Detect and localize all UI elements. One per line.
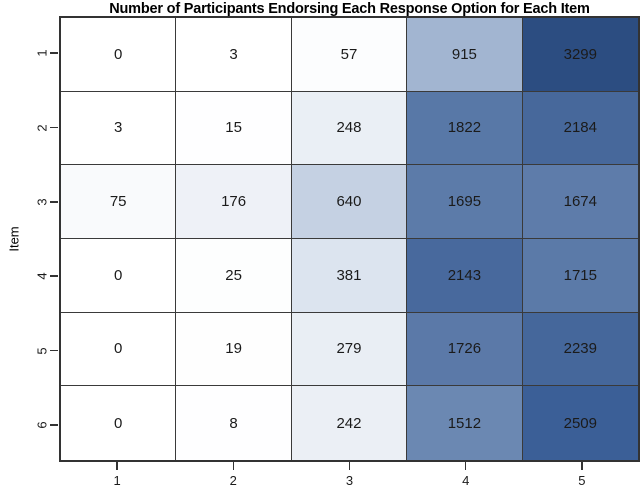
y-tick-label: 3 [34, 198, 50, 206]
x-tick-mark [232, 462, 235, 470]
heatmap-grid: 0 3 57 915 3299 3 15 248 1822 2184 75 176 640 1695 167… [59, 16, 640, 462]
heatmap-cell: 0 [61, 386, 177, 460]
heatmap-cell: 242 [291, 386, 408, 460]
x-tick-mark [348, 462, 351, 470]
heatmap-cell: 19 [176, 312, 292, 387]
x-tick-label: 3 [345, 473, 354, 488]
y-tick-label: 4 [34, 272, 50, 280]
heatmap-cell: 25 [176, 238, 292, 313]
heatmap-cell: 57 [291, 18, 408, 92]
x-tick-label: 1 [113, 473, 121, 488]
heatmap-cell: 2239 [522, 312, 638, 387]
heatmap-cell: 1726 [407, 312, 523, 387]
y-tick-label: 6 [34, 421, 50, 429]
heatmap-cell: 248 [291, 91, 408, 166]
heatmap-cell: 2509 [522, 386, 638, 460]
x-tick-label: 4 [462, 473, 470, 488]
y-tick-mark [50, 52, 58, 54]
heatmap-cell: 0 [61, 312, 177, 387]
heatmap-cell: 915 [407, 18, 523, 92]
heatmap-cell: 1512 [407, 386, 523, 460]
x-tick-mark [464, 462, 467, 470]
heatmap-cell: 176 [176, 165, 292, 239]
heatmap-cell: 3 [61, 91, 177, 166]
heatmap-cell: 279 [291, 312, 408, 387]
heatmap-cell: 1822 [407, 91, 523, 166]
y-tick-label: 5 [34, 346, 50, 355]
heatmap-cell: 3299 [522, 18, 638, 92]
y-tick-mark [50, 275, 58, 277]
y-axis-label: Item [6, 226, 22, 252]
heatmap-cell: 2184 [522, 91, 638, 166]
heatmap-cell: 381 [291, 238, 408, 313]
heatmap-cell: 1695 [407, 165, 523, 239]
y-tick-mark [50, 349, 58, 352]
heatmap-cell: 8 [176, 386, 292, 460]
y-tick-mark [50, 424, 58, 426]
heatmap-cell: 1674 [522, 165, 638, 239]
heatmap-cell: 640 [291, 165, 408, 239]
x-tick-mark [116, 462, 118, 470]
y-tick-mark [50, 126, 58, 129]
y-tick-label: 1 [34, 49, 50, 57]
x-tick-label: 2 [229, 473, 237, 488]
heatmap-cell: 15 [176, 91, 292, 166]
x-tick-label: 5 [578, 473, 586, 488]
y-tick-label: 2 [34, 123, 50, 132]
heatmap-cell: 0 [61, 238, 177, 313]
y-tick-mark [50, 201, 58, 203]
heatmap-cell: 0 [61, 18, 177, 92]
heatmap-cell: 3 [176, 18, 292, 92]
heatmap-cell: 75 [61, 165, 177, 239]
heatmap-cell: 1715 [522, 238, 638, 313]
chart-title: Number of Participants Endorsing Each Re… [109, 1, 590, 17]
x-tick-mark [581, 462, 583, 470]
heatmap-cell: 2143 [407, 238, 523, 313]
